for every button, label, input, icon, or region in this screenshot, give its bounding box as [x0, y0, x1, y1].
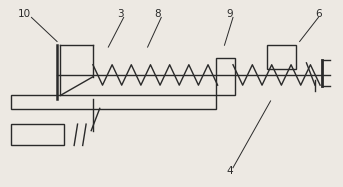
Text: 9: 9	[226, 9, 233, 19]
Text: 6: 6	[315, 9, 322, 19]
Bar	[11, 124, 64, 145]
Bar	[11, 95, 216, 109]
Bar	[267, 45, 296, 69]
Text: 3: 3	[117, 9, 123, 19]
Text: 4: 4	[226, 166, 233, 177]
Bar	[216, 58, 235, 95]
Text: 8: 8	[155, 9, 161, 19]
Text: 10: 10	[18, 9, 31, 19]
